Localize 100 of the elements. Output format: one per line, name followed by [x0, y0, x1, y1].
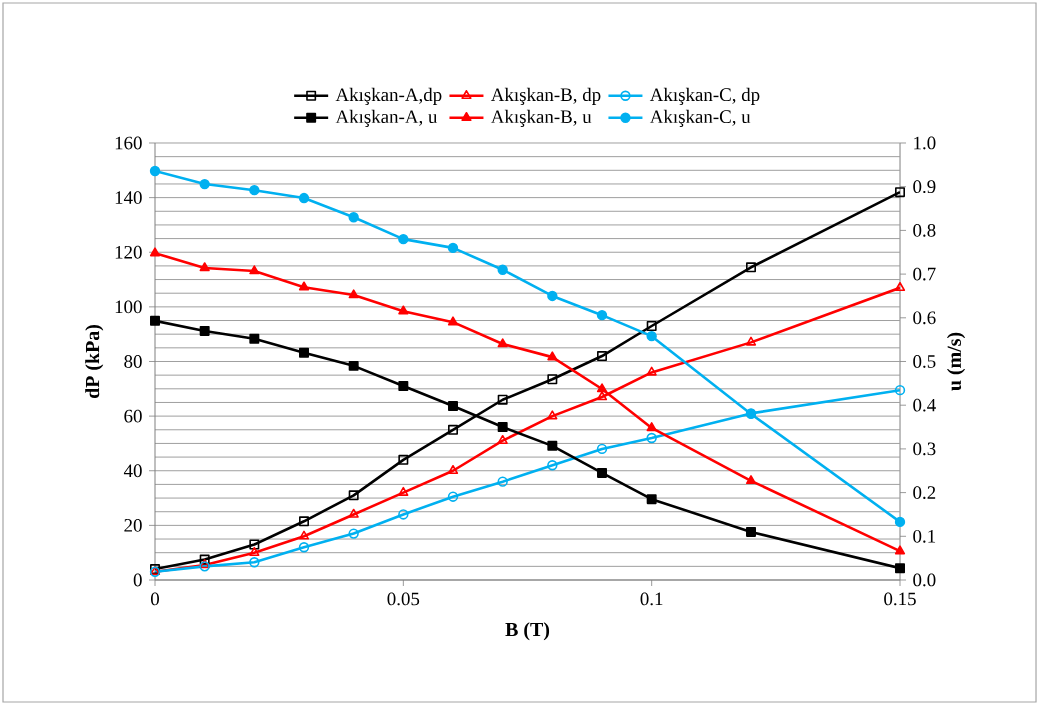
legend-label: Akışkan-B, dp	[490, 87, 601, 105]
point	[497, 476, 508, 487]
point	[398, 454, 409, 465]
y2-tick-label: 0.4	[913, 398, 936, 412]
point	[597, 351, 607, 362]
legend-label: Akışkan-B, u	[490, 109, 592, 127]
point	[596, 391, 608, 401]
point	[398, 233, 409, 245]
point	[249, 539, 260, 550]
x-tick-label: 0.1	[640, 592, 663, 606]
point	[249, 333, 260, 344]
point	[447, 464, 459, 475]
point	[348, 508, 359, 518]
y2-tick-label: 0.7	[913, 267, 936, 281]
point	[298, 530, 310, 540]
point	[149, 165, 161, 177]
point	[398, 509, 409, 520]
point	[447, 491, 459, 502]
y2-tick-label: 0.3	[913, 442, 936, 456]
y-tick-label: 60	[124, 409, 142, 423]
y2-axis-title: u (m/s)	[947, 332, 966, 391]
y-tick-label: 40	[123, 464, 142, 478]
point	[448, 424, 458, 435]
y2-tick-label: 0.6	[913, 311, 936, 325]
x-tick-label: 0.15	[884, 592, 916, 606]
point	[547, 460, 558, 471]
point	[199, 178, 210, 190]
point	[596, 309, 608, 321]
point	[547, 374, 558, 385]
point	[150, 315, 160, 326]
point	[348, 360, 359, 371]
y2-tick-label: 1.0	[914, 136, 936, 150]
y-axis-title: dP (kPa)	[85, 325, 104, 399]
point	[398, 380, 409, 391]
point	[249, 185, 260, 196]
legend-label: Akışkan-C, u	[649, 109, 751, 127]
point	[746, 526, 756, 537]
y-tick-label: 0	[133, 573, 142, 587]
point	[547, 351, 558, 361]
point	[447, 242, 459, 254]
y2-tick-label: 0.9	[913, 180, 936, 194]
point	[894, 384, 906, 396]
point	[299, 516, 309, 527]
point	[348, 212, 359, 223]
point	[894, 516, 906, 528]
y2-tick-label: 0.1	[913, 529, 936, 543]
legend-label: Akışkan-C, dp	[649, 87, 760, 105]
point	[348, 528, 359, 539]
point	[745, 475, 757, 485]
point	[497, 264, 508, 275]
point	[447, 316, 459, 326]
point	[249, 557, 260, 568]
point	[299, 347, 309, 358]
point	[199, 554, 210, 565]
point	[895, 187, 905, 198]
point	[894, 281, 906, 292]
x-tick-label: 0	[150, 592, 159, 606]
y-tick-label: 20	[124, 519, 142, 532]
point	[596, 443, 608, 455]
point	[348, 490, 359, 501]
point	[348, 289, 359, 299]
point	[596, 383, 608, 393]
point	[398, 486, 409, 496]
y2-tick-label: 0.0	[913, 573, 936, 587]
point	[199, 325, 210, 336]
point	[199, 262, 210, 272]
point	[746, 262, 756, 273]
y-tick-label: 100	[115, 300, 142, 314]
point	[497, 338, 508, 348]
point	[894, 545, 906, 555]
y2-tick-label: 0.5	[913, 355, 936, 368]
y-tick-label: 140	[115, 191, 142, 205]
x-tick-label: 0.05	[387, 592, 420, 606]
legend-label: Akışkan-A,dp	[335, 87, 442, 105]
point	[298, 542, 310, 553]
y2-tick-label: 0.2	[913, 486, 936, 500]
point	[497, 434, 508, 444]
point	[497, 394, 508, 405]
point	[646, 366, 657, 376]
y2-tick-label: 0.8	[913, 223, 936, 237]
point	[895, 563, 905, 574]
legend-label: Akışkan-A, u	[335, 109, 438, 127]
point	[745, 336, 757, 346]
point	[497, 422, 508, 433]
point	[149, 247, 161, 257]
y-tick-label: 80	[124, 355, 142, 368]
point	[646, 494, 657, 505]
point	[646, 321, 657, 331]
point	[547, 290, 558, 302]
point	[298, 281, 310, 291]
point	[646, 330, 657, 342]
point	[646, 432, 657, 444]
point	[298, 192, 310, 204]
x-axis-title: B (T)	[505, 622, 550, 641]
point	[249, 265, 260, 275]
point	[547, 410, 558, 420]
point	[398, 305, 409, 315]
y-tick-label: 160	[115, 136, 142, 150]
point	[646, 422, 657, 432]
point	[547, 440, 558, 451]
